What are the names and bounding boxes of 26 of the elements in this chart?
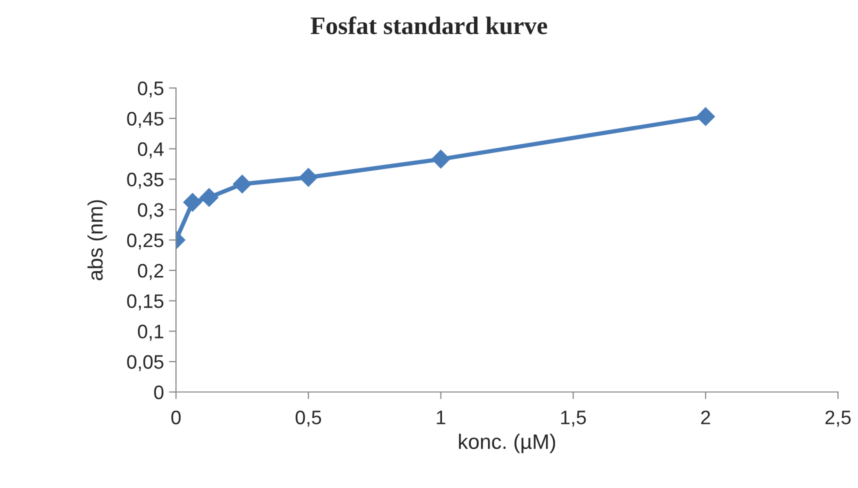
point bbox=[431, 150, 450, 168]
x-tick-label: 0 bbox=[171, 410, 181, 424]
point bbox=[232, 174, 252, 194]
x-tick-label: 2,5 bbox=[825, 410, 851, 427]
y-tick-label: 0,1 bbox=[138, 324, 164, 341]
point bbox=[200, 188, 218, 207]
x-tick-label: 0,5 bbox=[296, 410, 322, 427]
y-tick-label: 0 bbox=[154, 385, 164, 400]
y-axis-title: abs (nm) bbox=[87, 200, 107, 280]
y-tick-label: 0,05 bbox=[127, 355, 164, 372]
y-tick-label: 0,45 bbox=[127, 112, 164, 128]
y-tick-label: 0,35 bbox=[127, 172, 164, 189]
point bbox=[696, 107, 715, 126]
y-tick-label: 0,2 bbox=[138, 264, 164, 280]
y-tick-label: 0,4 bbox=[138, 142, 164, 158]
x-axis-title: konc. (µM) bbox=[458, 434, 556, 454]
chart-title: Fosfat standard kurve bbox=[310, 16, 548, 34]
point bbox=[299, 168, 318, 187]
x-tick-label: 1,5 bbox=[561, 410, 586, 427]
y-tick-label: 0,5 bbox=[138, 81, 164, 98]
point bbox=[183, 192, 202, 212]
x-tick-label: 2 bbox=[701, 410, 710, 424]
y-tick-label: 0,15 bbox=[127, 294, 164, 310]
x-tick-label: 1 bbox=[436, 410, 446, 424]
y-tick-label: 0,25 bbox=[127, 233, 164, 250]
y-tick-label: 0,3 bbox=[138, 203, 164, 220]
